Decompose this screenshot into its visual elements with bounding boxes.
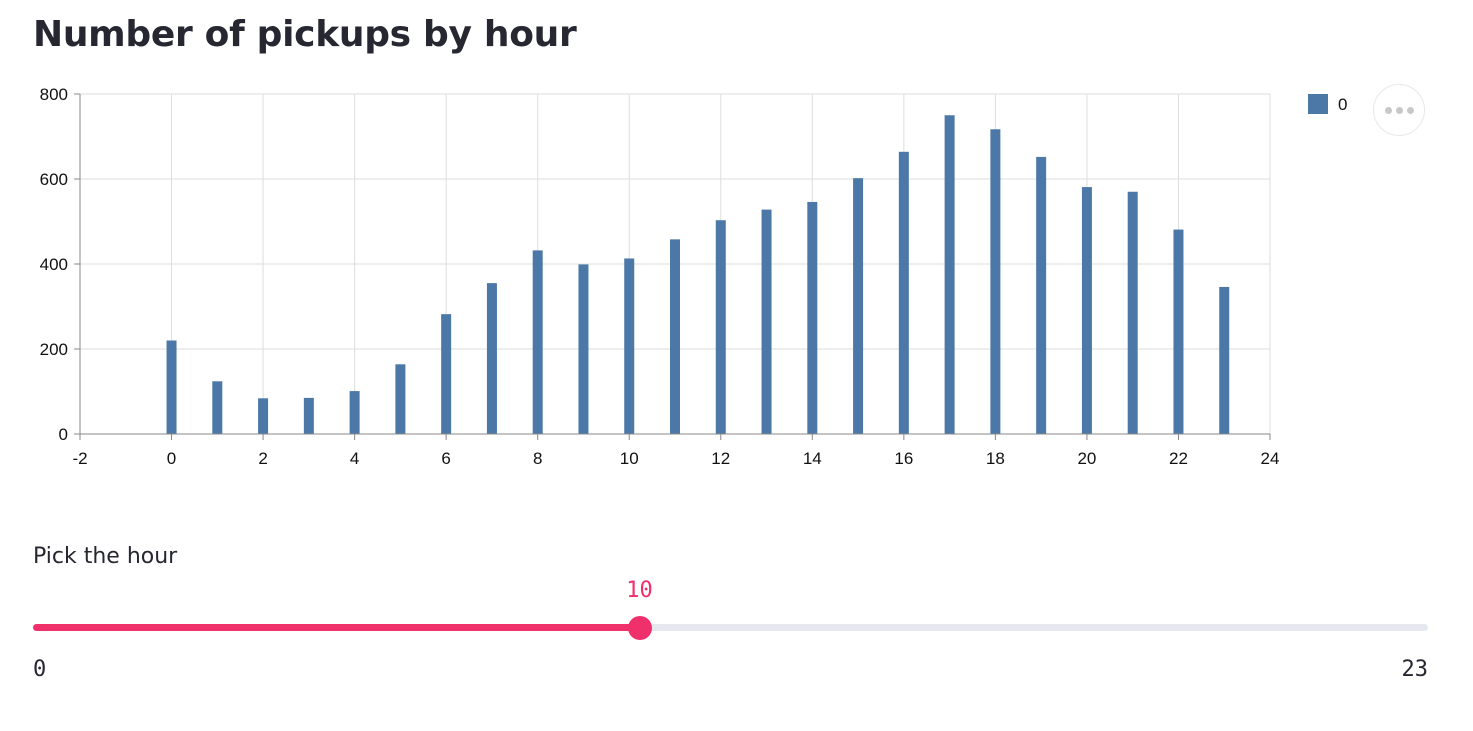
slider-fill — [33, 624, 640, 631]
slider-thumb[interactable] — [627, 616, 652, 640]
bar — [441, 314, 452, 434]
y-tick-label: 600 — [40, 170, 68, 189]
bar — [670, 239, 680, 434]
more-horizontal-icon — [1384, 106, 1414, 114]
bar — [1219, 286, 1230, 434]
bar — [578, 264, 589, 434]
y-tick-label: 800 — [40, 85, 68, 104]
page-title: Number of pickups by hour — [33, 14, 577, 55]
bar — [166, 340, 177, 434]
bar — [349, 391, 360, 434]
x-tick-label: 10 — [620, 449, 639, 468]
chart-legend: 0 — [1308, 94, 1347, 114]
x-tick-label: 20 — [1077, 449, 1096, 468]
slider-current-value: 10 — [626, 578, 653, 603]
x-tick-label: 12 — [711, 449, 730, 468]
x-tick-label: 18 — [986, 449, 1005, 468]
x-tick-label: 14 — [803, 449, 822, 468]
bar — [898, 151, 909, 435]
x-tick-label: 16 — [894, 449, 913, 468]
bar — [944, 115, 955, 434]
slider-track[interactable] — [33, 624, 1428, 631]
x-tick-label: 8 — [533, 449, 542, 468]
bar — [258, 398, 269, 434]
y-tick-label: 200 — [40, 340, 68, 359]
bar — [212, 381, 223, 434]
bar — [853, 178, 864, 434]
bar — [761, 209, 772, 434]
bar — [1127, 191, 1138, 434]
bar — [532, 250, 543, 434]
slider-max-label: 23 — [1401, 657, 1429, 682]
x-tick-label: 2 — [258, 449, 267, 468]
bar — [486, 283, 497, 434]
x-tick-label: 22 — [1169, 449, 1188, 468]
bar — [1081, 187, 1092, 434]
bar — [303, 397, 314, 434]
x-tick-label: 0 — [167, 449, 176, 468]
legend-swatch — [1308, 94, 1328, 114]
y-tick-label: 400 — [40, 255, 68, 274]
bar — [624, 258, 635, 434]
chart-menu-button[interactable] — [1373, 84, 1425, 136]
bar — [990, 129, 1001, 434]
x-tick-label: -2 — [72, 449, 87, 468]
bar — [1173, 229, 1184, 434]
bar — [1036, 156, 1047, 434]
slider-label: Pick the hour — [33, 544, 178, 569]
bar — [395, 364, 406, 434]
legend-label: 0 — [1338, 95, 1347, 114]
bar — [807, 201, 818, 434]
x-tick-label: 4 — [350, 449, 359, 468]
slider-min-label: 0 — [33, 657, 47, 682]
bar — [715, 220, 726, 434]
chart-bars — [166, 115, 1230, 435]
x-tick-label: 6 — [441, 449, 450, 468]
y-tick-label: 0 — [59, 425, 68, 444]
x-tick-label: 24 — [1261, 449, 1280, 468]
